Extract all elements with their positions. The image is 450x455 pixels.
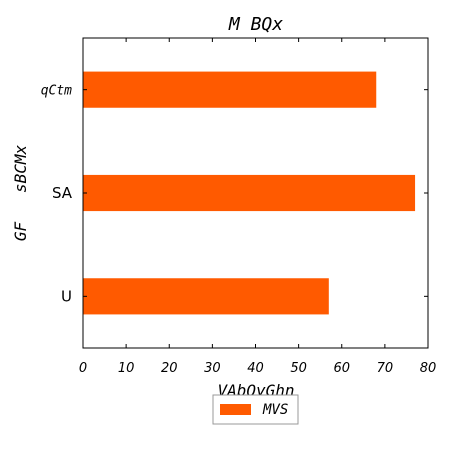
chart-title: M BQx (228, 14, 283, 35)
y-axis-label: GF sBCMx (11, 144, 30, 241)
y-axis: U SA qCtm (41, 84, 428, 305)
bars-layer (83, 71, 416, 315)
x-tick-label: 10 (118, 361, 135, 376)
bar-SA (83, 174, 416, 212)
y-tick-label: qCtm (41, 84, 72, 99)
x-tick-label: 20 (161, 361, 178, 376)
x-tick-label: 70 (377, 361, 394, 376)
x-tick-label: 60 (333, 361, 350, 376)
legend: MVS (212, 394, 299, 425)
x-tick-label: 50 (290, 361, 307, 376)
legend-label: MVS (262, 402, 288, 418)
y-tick-label: SA (52, 184, 73, 202)
x-tick-label: 40 (247, 361, 264, 376)
x-tick-label: 0 (79, 361, 87, 376)
bar-qCtm (83, 71, 377, 108)
x-tick-label: 30 (204, 361, 221, 376)
x-tick-label: 80 (420, 361, 437, 376)
legend-swatch (220, 404, 251, 415)
x-axis: 0 10 20 30 40 50 60 70 80 (79, 38, 436, 376)
y-tick-label: U (61, 287, 72, 305)
bar-U (83, 278, 329, 315)
